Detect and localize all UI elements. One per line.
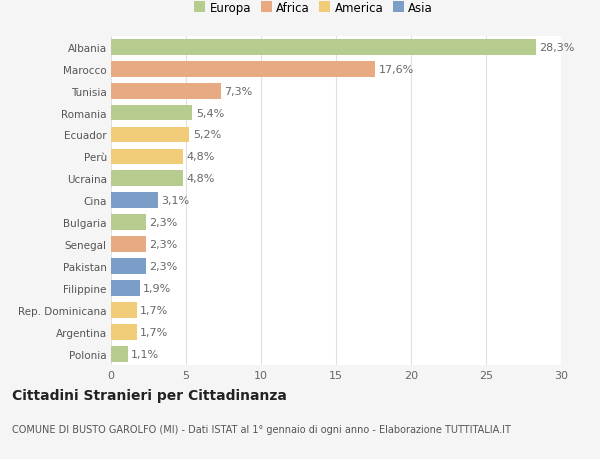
Bar xyxy=(111,106,192,121)
Text: 3,1%: 3,1% xyxy=(161,196,190,206)
Text: 1,7%: 1,7% xyxy=(140,327,169,337)
Bar xyxy=(111,280,139,296)
Bar xyxy=(111,84,221,99)
Text: 2,3%: 2,3% xyxy=(149,240,178,250)
Bar xyxy=(111,324,137,340)
Text: 4,8%: 4,8% xyxy=(187,174,215,184)
Legend: Europa, Africa, America, Asia: Europa, Africa, America, Asia xyxy=(192,0,435,18)
Text: 2,3%: 2,3% xyxy=(149,218,178,228)
Text: 5,2%: 5,2% xyxy=(193,130,221,140)
Text: 1,1%: 1,1% xyxy=(131,349,160,359)
Bar xyxy=(111,346,128,362)
Text: 28,3%: 28,3% xyxy=(539,43,575,53)
Bar xyxy=(111,237,146,252)
Text: 4,8%: 4,8% xyxy=(187,152,215,162)
Text: 7,3%: 7,3% xyxy=(224,86,253,96)
Bar xyxy=(111,62,375,78)
Bar xyxy=(111,258,146,274)
Bar xyxy=(111,193,157,209)
Bar xyxy=(111,302,137,318)
Bar xyxy=(111,127,189,143)
Text: 2,3%: 2,3% xyxy=(149,262,178,271)
Text: 1,9%: 1,9% xyxy=(143,283,172,293)
Bar xyxy=(111,40,536,56)
Text: 1,7%: 1,7% xyxy=(140,305,169,315)
Bar xyxy=(111,149,183,165)
Bar xyxy=(111,171,183,187)
Text: Cittadini Stranieri per Cittadinanza: Cittadini Stranieri per Cittadinanza xyxy=(12,388,287,402)
Text: 17,6%: 17,6% xyxy=(379,65,414,74)
Bar xyxy=(111,215,146,230)
Text: COMUNE DI BUSTO GAROLFO (MI) - Dati ISTAT al 1° gennaio di ogni anno - Elaborazi: COMUNE DI BUSTO GAROLFO (MI) - Dati ISTA… xyxy=(12,425,511,435)
Text: 5,4%: 5,4% xyxy=(196,108,224,118)
